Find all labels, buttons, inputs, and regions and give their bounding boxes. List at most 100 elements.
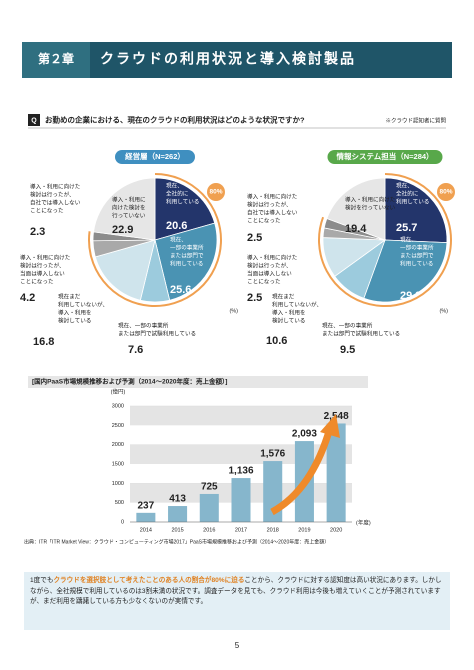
y-tick-label: 500 (115, 500, 124, 506)
bar-value: 413 (169, 494, 186, 505)
slice-value: 10.6 (266, 335, 287, 347)
slice-label: 現在まだ (58, 292, 81, 300)
bar-value: 2,093 (292, 429, 317, 440)
x-tick-label: 2016 (203, 527, 215, 533)
q-mark: Q (31, 117, 37, 124)
slice-label: ことになった (247, 278, 281, 285)
bar (231, 478, 251, 522)
slice-value: 16.8 (33, 336, 54, 348)
slice-label: 現在まだ (272, 292, 295, 300)
slice-label: 検討を行っていない (345, 203, 395, 211)
x-unit: (年度) (356, 518, 371, 526)
bar-title: [国内PaaS市場規模推移および予測（2014〜2020年度：売上金額）] (32, 377, 227, 386)
slice-label: または部門で試験利用している (322, 329, 400, 337)
grid-band (130, 406, 352, 426)
bar-value: 725 (201, 482, 218, 493)
x-tick-label: 2020 (330, 527, 342, 533)
pie-title-box (115, 150, 195, 164)
note-text: クラウドを選択肢として考えたことのある人の割合が80%に迫る (53, 577, 245, 584)
bar-title-box (28, 376, 368, 388)
chapter-box (22, 42, 90, 78)
bar-value: 1,576 (260, 449, 285, 460)
slice-label: 導入・利用に向けた (247, 253, 298, 261)
slice-label: 自社では導入しない (247, 208, 298, 216)
slice-value: 25.6 (170, 284, 191, 296)
slice-label: 導入・利用に向けた (345, 195, 396, 203)
slice-label: 現在、 (400, 235, 417, 243)
pie-slice (326, 177, 386, 241)
slice-label: 利用していないが、 (272, 300, 322, 308)
pie-slice (363, 239, 448, 303)
x-tick-label: 2015 (171, 527, 183, 533)
slice-value: 7.6 (128, 344, 143, 356)
slice-label: 現在、一部の事業所 (118, 321, 169, 329)
page-number: 5 (235, 641, 240, 650)
slice-label: 全社的に (166, 189, 189, 197)
slice-label: ことになった (247, 217, 281, 224)
question: お勤めの企業における、現在のクラウドの利用状況はどのような状況ですか? (45, 114, 305, 124)
slice-label: 検討している (272, 316, 305, 324)
pie-slice (384, 177, 448, 244)
slice-label: 全社的に (396, 189, 419, 197)
note-text: 1度でも (30, 577, 54, 584)
slice-label: 検討は行ったが、 (20, 261, 65, 269)
pie-slice (93, 177, 156, 241)
slice-label: 当面は導入しない (247, 269, 292, 277)
pie-title: 情報システム担当（N=284） (335, 151, 433, 161)
slice-label: ことになった (30, 207, 64, 214)
slice-label: 利用している (166, 197, 199, 205)
slice-value: 22.9 (112, 224, 133, 236)
slice-label: 利用している (396, 197, 429, 205)
slice-value: 4.2 (20, 292, 35, 304)
badge-circle (207, 183, 225, 201)
y-tick-label: 2000 (112, 442, 124, 448)
bar-value: 237 (138, 500, 155, 511)
pie-slice (94, 239, 156, 301)
slice-label: 導入・利用に向けた (247, 192, 298, 200)
slice-label: 現在、 (170, 235, 187, 243)
pie-title: 経営層（N=262） (125, 151, 185, 161)
trend-arrowhead (320, 414, 340, 438)
badge-circle (437, 183, 455, 201)
slice-label: 導入・利用を (58, 308, 92, 316)
slice-label: 検討は行ったが、 (247, 261, 292, 269)
slice-value: 19.4 (345, 223, 367, 235)
slice-label: 現在、 (166, 181, 183, 189)
slice-label: 行っていない (112, 211, 146, 219)
pie-slice (154, 222, 218, 301)
slice-label: 向けた検討を (112, 203, 146, 211)
slice-label: または部門で (170, 251, 204, 259)
bar (168, 506, 188, 522)
y-unit: (億円) (111, 387, 126, 395)
bar-value: 1,136 (228, 466, 253, 477)
slice-label: 現在、 (396, 181, 413, 189)
slice-label: または部門で (400, 251, 434, 259)
slice-value: 2.3 (30, 226, 45, 238)
y-tick-label: 2500 (112, 423, 124, 429)
slice-label: 一部の事業所 (170, 243, 204, 251)
slice-value: 2.5 (247, 232, 262, 244)
y-tick-label: 3000 (112, 403, 124, 409)
pie-slice (154, 177, 216, 241)
x-tick-label: 2019 (298, 527, 310, 533)
slice-label: 導入・利用に向けた (30, 182, 81, 190)
pie-unit: (%) (439, 308, 448, 314)
slice-label: 導入・利用に (112, 195, 146, 203)
slice-value: 25.7 (396, 222, 417, 234)
note-text: ことから、クラウドに対する認知度は高い状況にあります。しかしながら、全社規模で利… (30, 577, 442, 605)
slice-label: 導入・利用を (272, 308, 306, 316)
source: 出典：ITR「ITR Market View：クラウド・コンピューティング市場2… (24, 538, 329, 545)
pie-title-box (327, 150, 443, 164)
highlight-arc (88, 173, 222, 307)
q-box (28, 114, 40, 126)
slice-label: 一部の事業所 (400, 243, 434, 251)
trend-arrow (270, 427, 334, 516)
slice-label: 検討している (58, 316, 91, 324)
y-tick-label: 1000 (112, 481, 124, 487)
slice-label: 現在、一部の事業所 (322, 321, 373, 329)
slice-label: 当面は導入しない (20, 269, 65, 277)
slice-value: 9.5 (340, 344, 355, 356)
question-note: ※クラウド認知者に質問 (385, 116, 446, 124)
